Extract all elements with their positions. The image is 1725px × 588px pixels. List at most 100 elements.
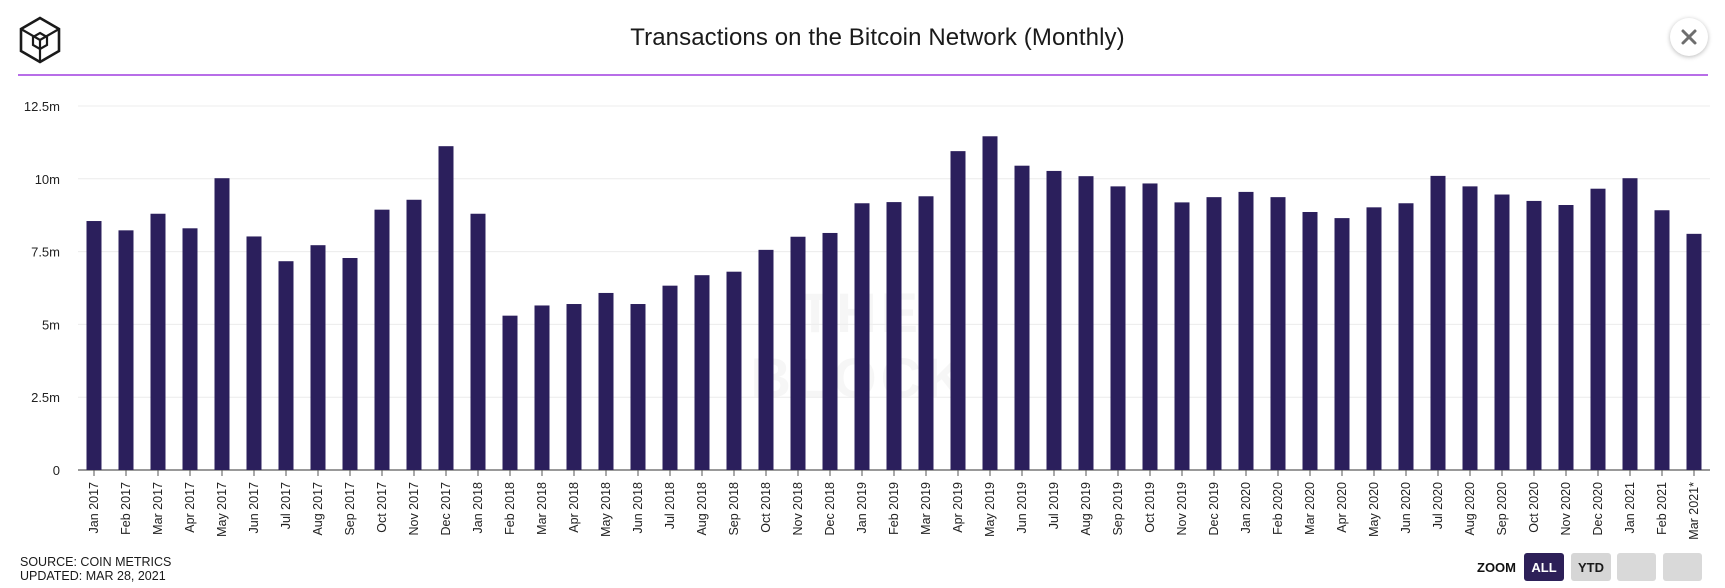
zoom-label: ZOOM	[1477, 560, 1516, 575]
bar	[886, 202, 902, 470]
bar	[694, 275, 710, 470]
bar	[1046, 170, 1062, 470]
x-tick-label: May 2018	[599, 482, 613, 537]
bar	[1430, 175, 1446, 470]
bar	[790, 236, 806, 470]
bar	[150, 213, 166, 470]
x-tick-label: Nov 2020	[1559, 482, 1573, 536]
x-tick-label: Sep 2018	[727, 482, 741, 536]
x-tick-label: Dec 2017	[439, 482, 453, 536]
x-tick-label: Dec 2020	[1591, 482, 1605, 536]
x-tick-label: May 2017	[215, 482, 229, 537]
x-tick-label: Apr 2019	[951, 482, 965, 533]
x-tick-label: May 2020	[1367, 482, 1381, 537]
bar	[1590, 188, 1606, 470]
zoom-option-button[interactable]	[1663, 553, 1702, 581]
bar	[310, 245, 326, 470]
x-tick-label: Feb 2017	[119, 482, 133, 535]
bar	[1174, 202, 1190, 470]
bar	[1270, 197, 1286, 470]
bar	[1654, 210, 1670, 470]
bar	[1462, 186, 1478, 470]
x-tick-label: Sep 2020	[1495, 482, 1509, 536]
x-tick-label: Jul 2020	[1431, 482, 1445, 529]
x-tick-label: Apr 2018	[567, 482, 581, 533]
bar	[950, 151, 966, 471]
x-tick-label: Sep 2017	[343, 482, 357, 536]
chart-header: Transactions on the Bitcoin Network (Mon…	[0, 0, 1725, 75]
bar	[1526, 200, 1542, 470]
x-tick-label: Nov 2018	[791, 482, 805, 536]
x-tick-label: Aug 2019	[1079, 482, 1093, 536]
x-tick-label: Feb 2021	[1655, 482, 1669, 535]
x-tick-label: Jul 2019	[1047, 482, 1061, 529]
y-tick-label: 10m	[35, 172, 60, 187]
bar	[1334, 218, 1350, 470]
bar	[1238, 191, 1254, 470]
x-tick-label: Dec 2019	[1207, 482, 1221, 536]
bar	[918, 196, 934, 470]
bar	[502, 315, 518, 470]
bar	[438, 146, 454, 470]
x-tick-label: Apr 2020	[1335, 482, 1349, 533]
bar	[1014, 165, 1030, 471]
bar	[278, 261, 294, 470]
y-tick-label: 7.5m	[31, 245, 60, 260]
bar	[1686, 233, 1702, 470]
y-tick-label: 5m	[42, 317, 60, 332]
bar	[1142, 183, 1158, 470]
x-tick-label: Oct 2018	[759, 482, 773, 533]
x-tick-label: Mar 2018	[535, 482, 549, 535]
bar	[374, 209, 390, 470]
x-tick-label: Mar 2017	[151, 482, 165, 535]
x-tick-label: Oct 2020	[1527, 482, 1541, 533]
bar	[1398, 203, 1414, 470]
bar	[246, 236, 262, 470]
bar	[630, 304, 646, 470]
bar	[1110, 186, 1126, 470]
updated-text: UPDATED: MAR 28, 2021	[20, 569, 166, 583]
bar	[214, 178, 230, 470]
zoom-ytd-button[interactable]: YTD	[1571, 553, 1611, 581]
x-tick-label: Dec 2018	[823, 482, 837, 536]
x-tick-label: Jan 2019	[855, 482, 869, 533]
zoom-option-button[interactable]	[1617, 553, 1656, 581]
bar	[470, 213, 486, 470]
bar	[342, 258, 358, 470]
x-tick-label: Oct 2017	[375, 482, 389, 533]
x-tick-label: Jun 2017	[247, 482, 261, 533]
bar	[1558, 205, 1574, 470]
x-tick-label: Feb 2019	[887, 482, 901, 535]
x-tick-label: Nov 2019	[1175, 482, 1189, 536]
x-tick-label: Sep 2019	[1111, 482, 1125, 536]
y-tick-label: 0	[53, 463, 60, 478]
x-tick-label: Jun 2018	[631, 482, 645, 533]
x-tick-label: Jan 2018	[471, 482, 485, 533]
bar	[726, 271, 742, 470]
close-button[interactable]	[1670, 18, 1708, 56]
bar	[1078, 176, 1094, 470]
x-tick-label: Aug 2018	[695, 482, 709, 536]
x-tick-label: Feb 2018	[503, 482, 517, 535]
bar	[1302, 211, 1318, 470]
x-tick-label: Mar 2021*	[1687, 482, 1701, 540]
close-icon	[1681, 29, 1697, 45]
x-tick-label: Jan 2017	[87, 482, 101, 533]
x-tick-label: Jun 2019	[1015, 482, 1029, 533]
x-tick-label: Aug 2017	[311, 482, 325, 536]
bar	[662, 285, 678, 470]
bar	[1494, 194, 1510, 470]
the-block-logo-icon	[19, 16, 61, 64]
bar	[406, 199, 422, 470]
bar	[822, 232, 838, 470]
x-tick-label: Mar 2020	[1303, 482, 1317, 535]
x-tick-label: Nov 2017	[407, 482, 421, 536]
source-note: SOURCE: COIN METRICS UPDATED: MAR 28, 20…	[20, 555, 171, 583]
zoom-all-button[interactable]: ALL	[1524, 553, 1564, 581]
header-divider	[18, 74, 1708, 76]
bar	[758, 249, 774, 470]
x-tick-label: Jan 2021	[1623, 482, 1637, 533]
bar	[1206, 197, 1222, 470]
bar	[598, 292, 614, 470]
x-tick-label: Feb 2020	[1271, 482, 1285, 535]
